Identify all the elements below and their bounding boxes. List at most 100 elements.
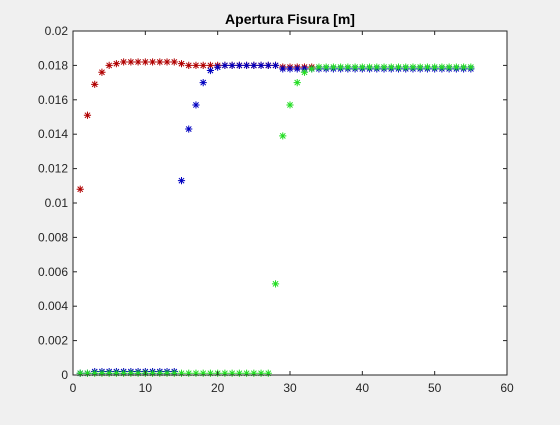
data-point <box>308 65 316 73</box>
data-point <box>315 63 323 71</box>
data-point <box>337 63 345 71</box>
data-point <box>264 369 272 377</box>
data-point <box>148 369 157 377</box>
data-point <box>271 280 280 288</box>
data-point <box>177 177 186 185</box>
data-point <box>445 63 453 71</box>
data-point <box>170 369 178 377</box>
x-tick-label: 0 <box>70 381 77 395</box>
data-point <box>293 79 301 87</box>
data-point <box>286 65 294 73</box>
x-tick-label: 40 <box>356 381 370 395</box>
x-tick-label: 10 <box>139 381 153 395</box>
y-tick-label: 0.014 <box>38 127 68 141</box>
data-point <box>185 125 193 133</box>
y-tick-label: 0.01 <box>45 196 69 210</box>
data-point <box>91 369 99 377</box>
x-tick-label: 30 <box>283 381 297 395</box>
data-point <box>257 61 265 69</box>
data-point <box>394 63 403 71</box>
data-point <box>351 63 359 71</box>
data-point <box>300 68 309 76</box>
data-point <box>76 185 84 193</box>
data-point <box>177 369 186 377</box>
data-point <box>228 369 236 377</box>
x-tick-label: 60 <box>500 381 514 395</box>
data-point <box>431 63 439 71</box>
x-tick-label: 20 <box>211 381 225 395</box>
data-point <box>279 65 287 73</box>
data-point <box>156 369 164 377</box>
x-tick-label: 50 <box>428 381 442 395</box>
data-point <box>467 63 475 71</box>
data-point <box>221 61 229 69</box>
data-point <box>163 369 171 377</box>
data-point <box>228 61 236 69</box>
data-point <box>286 101 294 109</box>
data-point <box>112 369 120 377</box>
data-point <box>235 369 243 377</box>
data-point <box>387 63 395 71</box>
chart-title: Apertura Fisura [m] <box>225 11 355 27</box>
data-point <box>98 68 106 76</box>
data-point <box>156 58 164 66</box>
data-point <box>221 369 229 377</box>
data-point <box>98 369 106 377</box>
data-point <box>243 369 251 377</box>
data-point <box>243 61 251 69</box>
data-point <box>163 58 171 66</box>
data-point <box>416 63 424 71</box>
data-point <box>423 63 432 71</box>
y-tick-label: 0.016 <box>38 93 68 107</box>
data-point <box>206 66 215 75</box>
data-point <box>120 58 128 66</box>
axes-layer: 0 10 20 30 40 50 60 0 0.002 0.004 0.006 0.008 0.01 0.… <box>38 24 514 395</box>
data-point <box>250 369 258 377</box>
data-point <box>271 61 280 69</box>
data-point <box>344 63 352 71</box>
data-point <box>365 63 374 71</box>
series-layer <box>76 58 475 377</box>
y-tick-label: 0.018 <box>38 58 68 72</box>
data-point <box>134 369 142 377</box>
data-point <box>91 80 99 88</box>
data-point <box>250 61 258 69</box>
data-point <box>438 63 446 71</box>
data-point <box>460 63 468 71</box>
data-point <box>192 101 200 109</box>
data-point <box>105 61 113 69</box>
plot-area <box>73 31 507 375</box>
data-point <box>214 63 222 71</box>
y-tick-label: 0 <box>61 368 68 382</box>
data-point <box>185 61 193 69</box>
data-point <box>199 369 207 377</box>
data-point <box>257 369 265 377</box>
data-point <box>120 369 128 377</box>
data-point <box>127 58 135 66</box>
data-point <box>373 63 381 71</box>
data-point <box>452 63 460 71</box>
y-tick-label: 0.008 <box>38 230 68 244</box>
data-point <box>380 63 388 71</box>
y-tick-label: 0.02 <box>45 24 69 38</box>
data-point <box>279 132 287 140</box>
data-point <box>185 369 193 377</box>
data-point <box>141 58 149 66</box>
data-point <box>177 60 186 68</box>
data-point <box>293 65 301 73</box>
data-point <box>264 61 272 69</box>
data-point <box>148 58 157 66</box>
data-point <box>192 369 200 377</box>
data-point <box>83 369 92 377</box>
data-point <box>105 369 113 377</box>
data-point <box>322 63 330 71</box>
data-point <box>199 61 207 69</box>
data-point <box>76 369 84 377</box>
data-point <box>83 111 92 119</box>
data-point <box>358 63 366 71</box>
data-point <box>206 61 215 69</box>
y-tick-label: 0.006 <box>38 265 68 279</box>
data-point <box>127 369 135 377</box>
